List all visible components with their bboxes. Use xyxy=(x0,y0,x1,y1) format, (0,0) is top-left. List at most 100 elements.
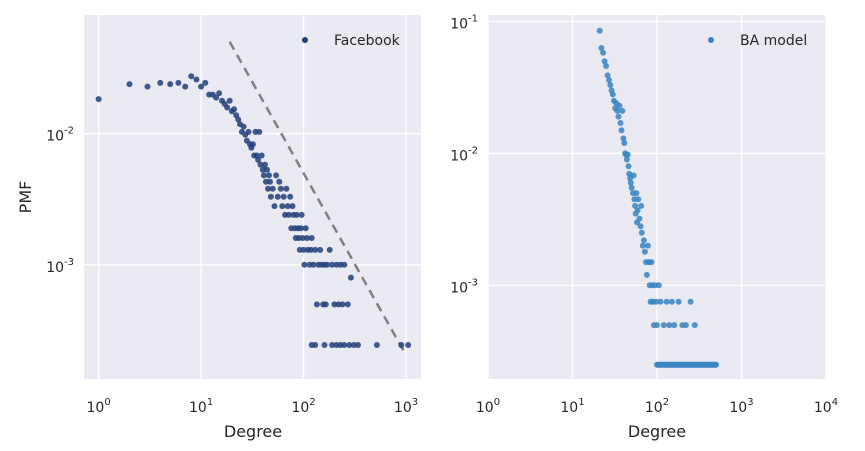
data-point xyxy=(620,135,627,142)
data-point xyxy=(344,301,351,308)
data-point xyxy=(322,301,329,308)
data-point xyxy=(615,113,622,120)
data-point xyxy=(304,235,310,241)
data-point xyxy=(341,342,348,348)
data-point xyxy=(625,163,632,170)
data-point xyxy=(226,97,233,104)
left-xlabel: Degree xyxy=(224,422,282,441)
data-point xyxy=(373,342,380,348)
data-point xyxy=(274,193,281,200)
data-point xyxy=(267,178,273,185)
ba-model-series xyxy=(596,27,720,368)
data-point xyxy=(596,27,603,34)
data-point xyxy=(350,342,357,348)
facebook-series xyxy=(95,73,412,348)
right-legend: BA model xyxy=(708,33,807,49)
left-xtick-0: 100 xyxy=(87,397,111,416)
data-point xyxy=(157,79,164,86)
data-point xyxy=(347,274,354,281)
data-point xyxy=(321,342,328,348)
data-point xyxy=(259,166,266,173)
data-point xyxy=(302,225,309,232)
data-point xyxy=(682,322,689,329)
left-xtick-labels: 100 101 102 103 xyxy=(87,397,419,416)
right-xtick-labels: 100 101 102 103 104 xyxy=(476,397,838,416)
data-point xyxy=(598,45,605,51)
right-xtick-4: 104 xyxy=(814,397,838,416)
data-point xyxy=(636,215,643,222)
left-plot-area xyxy=(84,15,421,379)
data-point xyxy=(326,246,333,253)
right-ytick-labels: 10-3 10-2 10-1 xyxy=(450,13,478,296)
left-ylabel: PMF xyxy=(16,181,35,214)
data-point xyxy=(269,185,276,192)
left-legend-marker xyxy=(302,37,308,43)
right-axes: 100 101 102 103 104 10-3 10-2 10-1 Degree BA m… xyxy=(450,13,838,441)
data-point xyxy=(213,94,220,101)
data-point xyxy=(144,83,151,90)
data-point xyxy=(643,271,650,278)
data-point xyxy=(355,342,361,348)
data-point xyxy=(641,248,648,255)
data-point xyxy=(188,73,195,80)
data-point xyxy=(266,172,272,179)
right-xtick-1: 101 xyxy=(560,397,584,416)
data-point xyxy=(666,322,673,329)
data-point xyxy=(287,193,294,200)
data-point xyxy=(713,361,720,368)
data-point xyxy=(312,246,319,253)
data-point xyxy=(633,190,640,197)
data-point xyxy=(267,193,274,200)
data-point xyxy=(167,81,174,88)
data-point xyxy=(630,172,637,179)
data-point xyxy=(276,178,283,185)
right-gridlines xyxy=(487,15,827,379)
data-point xyxy=(285,211,292,218)
data-point xyxy=(224,104,231,111)
data-point xyxy=(638,202,645,209)
data-point xyxy=(175,79,182,86)
data-point xyxy=(126,81,133,88)
left-legend: Facebook xyxy=(302,33,401,49)
data-point xyxy=(691,322,698,329)
data-point xyxy=(624,151,631,158)
right-xtick-0: 100 xyxy=(476,397,500,416)
data-point xyxy=(614,107,621,114)
data-point xyxy=(639,242,646,249)
left-ytick-1: 10-2 xyxy=(46,126,74,145)
data-point xyxy=(95,96,102,103)
data-point xyxy=(609,91,616,98)
data-point xyxy=(623,156,630,163)
data-point xyxy=(307,246,314,253)
data-point xyxy=(299,235,306,241)
data-point xyxy=(638,229,645,236)
right-ytick-0: 10-3 xyxy=(450,277,478,296)
data-point xyxy=(235,116,242,123)
data-point xyxy=(265,185,271,192)
left-ytick-0: 10-3 xyxy=(46,257,74,276)
data-point xyxy=(627,179,634,186)
data-point xyxy=(317,246,324,253)
data-point xyxy=(256,128,263,135)
left-xtick-3: 103 xyxy=(394,397,418,416)
right-ytick-2: 10-1 xyxy=(450,13,478,32)
data-point xyxy=(284,203,291,210)
data-point xyxy=(604,72,611,79)
right-ytick-1: 10-2 xyxy=(450,145,478,164)
data-point xyxy=(300,246,307,253)
data-point xyxy=(637,223,644,230)
data-point xyxy=(301,261,308,268)
data-point xyxy=(297,225,304,232)
data-point xyxy=(671,322,678,329)
data-point xyxy=(182,83,189,90)
data-point xyxy=(632,202,639,209)
data-point xyxy=(324,261,331,268)
data-point xyxy=(329,261,336,268)
data-point xyxy=(621,140,628,146)
data-point xyxy=(255,156,262,163)
data-point xyxy=(617,120,624,126)
data-point xyxy=(257,161,264,168)
data-point xyxy=(280,193,287,200)
data-point xyxy=(600,49,607,56)
data-point xyxy=(603,63,610,69)
